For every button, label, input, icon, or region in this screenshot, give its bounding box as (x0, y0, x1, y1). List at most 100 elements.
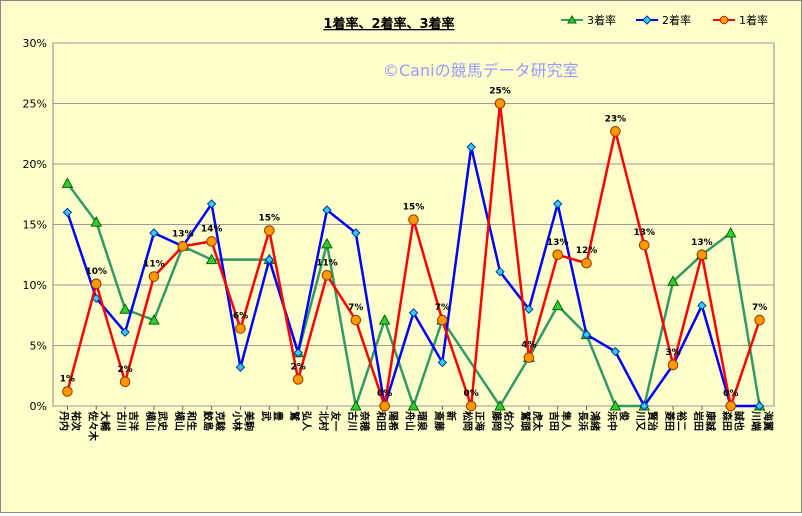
data-point (322, 205, 332, 215)
data-label: 13% (172, 229, 194, 239)
data-label: 12% (576, 246, 598, 256)
data-point (754, 401, 765, 411)
chart-title: 1着率、2着率、3着率 (323, 16, 454, 32)
data-label: 14% (201, 224, 223, 234)
data-point (609, 399, 622, 411)
data-point (149, 228, 159, 238)
x-tick-label: 北村 (317, 411, 330, 431)
x-tick-label: 横山 (144, 411, 157, 431)
x-tick-label: 和生 (185, 410, 198, 431)
data-point (465, 400, 477, 412)
data-point (264, 225, 275, 236)
data-point (494, 399, 506, 411)
x-tick-label: 川又 (634, 410, 646, 432)
data-point (378, 314, 391, 325)
y-tick-label: 10% (23, 279, 47, 292)
x-tick-label: 奈穂 (358, 410, 371, 431)
data-label: 1% (60, 374, 75, 384)
data-point (206, 236, 217, 247)
legend-marker (719, 15, 729, 25)
x-tick-label: 小林 (230, 410, 243, 432)
data-point (235, 362, 246, 372)
x-tick-label: 鮫島 (202, 411, 215, 431)
x-tick-label: 正海 (473, 411, 486, 431)
data-label: 7% (435, 303, 450, 313)
data-point (205, 253, 218, 265)
data-point (61, 177, 74, 188)
data-point (437, 357, 448, 368)
x-tick-label: 武史 (156, 411, 169, 432)
x-tick-label: 祐次 (69, 411, 82, 431)
x-tick-label: 森田 (721, 410, 734, 431)
data-label: 7% (348, 303, 363, 313)
data-point (581, 329, 592, 340)
x-tick-label: 弘人 (300, 411, 313, 432)
data-point (293, 348, 303, 358)
x-tick-label: 陽希 (387, 411, 400, 431)
x-axis: 丹内 祐次 佐々木 大輔 古川 吉洋 横山 武史 横山 和生 鮫島 克駿 小林 美駒武豊鷲弘人 北村 友一 古川… (57, 406, 775, 442)
gridlines (53, 42, 774, 407)
data-label: 11% (143, 260, 165, 270)
x-tick-label: 康誠 (704, 411, 717, 431)
data-label: 0% (464, 389, 479, 399)
x-tick-label: 美駒 (242, 411, 255, 431)
x-tick-label: 海翼 (762, 411, 775, 431)
data-point (667, 275, 679, 286)
legend-label: 1着率 (739, 13, 768, 27)
watermark: ©Caniの競馬データ研究室 (383, 61, 579, 80)
data-label: 0% (377, 389, 392, 399)
x-tick-label: 古川 (346, 411, 359, 431)
x-tick-label: 鴻緒 (589, 411, 602, 431)
data-label: 13% (691, 238, 713, 248)
data-point (292, 374, 304, 385)
data-label: 0% (723, 389, 738, 399)
data-label: 6% (233, 312, 248, 322)
x-tick-label: 友一 (329, 411, 342, 431)
data-point (524, 304, 534, 314)
data-label: 2% (290, 362, 305, 372)
x-tick-label: 菱田 (663, 411, 676, 431)
x-tick-label: 大輔 (98, 411, 111, 431)
y-tick-label: 5% (30, 340, 47, 353)
x-tick-label: 斎藤 (432, 411, 445, 432)
data-point (610, 346, 621, 357)
data-label: 23% (605, 114, 627, 124)
data-label: 13% (633, 228, 655, 238)
x-tick-label: 横山 (173, 411, 186, 431)
data-point (351, 228, 361, 238)
legend-label: 2着率 (662, 13, 691, 27)
data-point (495, 266, 505, 277)
data-label: 25% (489, 87, 511, 97)
data-point (697, 300, 707, 311)
series-group: 1% 10% 2% 11% 13% 14% 6% 15% 2% 11% 7% 0% 15% 7% 0% 25%… (60, 87, 767, 412)
legend-label: 3着率 (587, 13, 616, 27)
x-tick-label: 隼人 (560, 410, 573, 432)
data-point (494, 98, 506, 109)
data-point (264, 254, 275, 265)
x-tick-label: 浜中 (605, 411, 618, 431)
data-point (148, 271, 160, 282)
data-point (177, 240, 189, 252)
data-label: 15% (259, 214, 281, 224)
data-point (610, 126, 621, 137)
data-point (90, 216, 103, 227)
data-point (321, 237, 333, 249)
x-tick-label: 俊 (617, 411, 630, 421)
x-tick-label: 裕二 (675, 410, 688, 431)
data-point (350, 314, 362, 326)
data-point (235, 323, 246, 334)
data-point (407, 399, 420, 411)
x-tick-label: 舟山 (404, 411, 417, 431)
data-point (638, 239, 650, 251)
y-tick-label: 25% (23, 98, 47, 111)
series-3: 1% 10% 2% 11% 13% 14% 6% 15% 2% 11% 7% 0% 15% 7% 0% 25%… (60, 87, 767, 412)
x-tick-label: 瑠泉 (416, 411, 429, 432)
data-label: 13% (547, 238, 569, 248)
y-tick-label: 30% (23, 37, 47, 50)
x-tick-label: 岩田 (692, 410, 705, 431)
data-point (62, 386, 73, 397)
data-point (724, 226, 737, 238)
data-label: 4% (521, 341, 536, 351)
data-label: 10% (85, 267, 107, 277)
x-tick-label: 丹内 (57, 411, 70, 431)
